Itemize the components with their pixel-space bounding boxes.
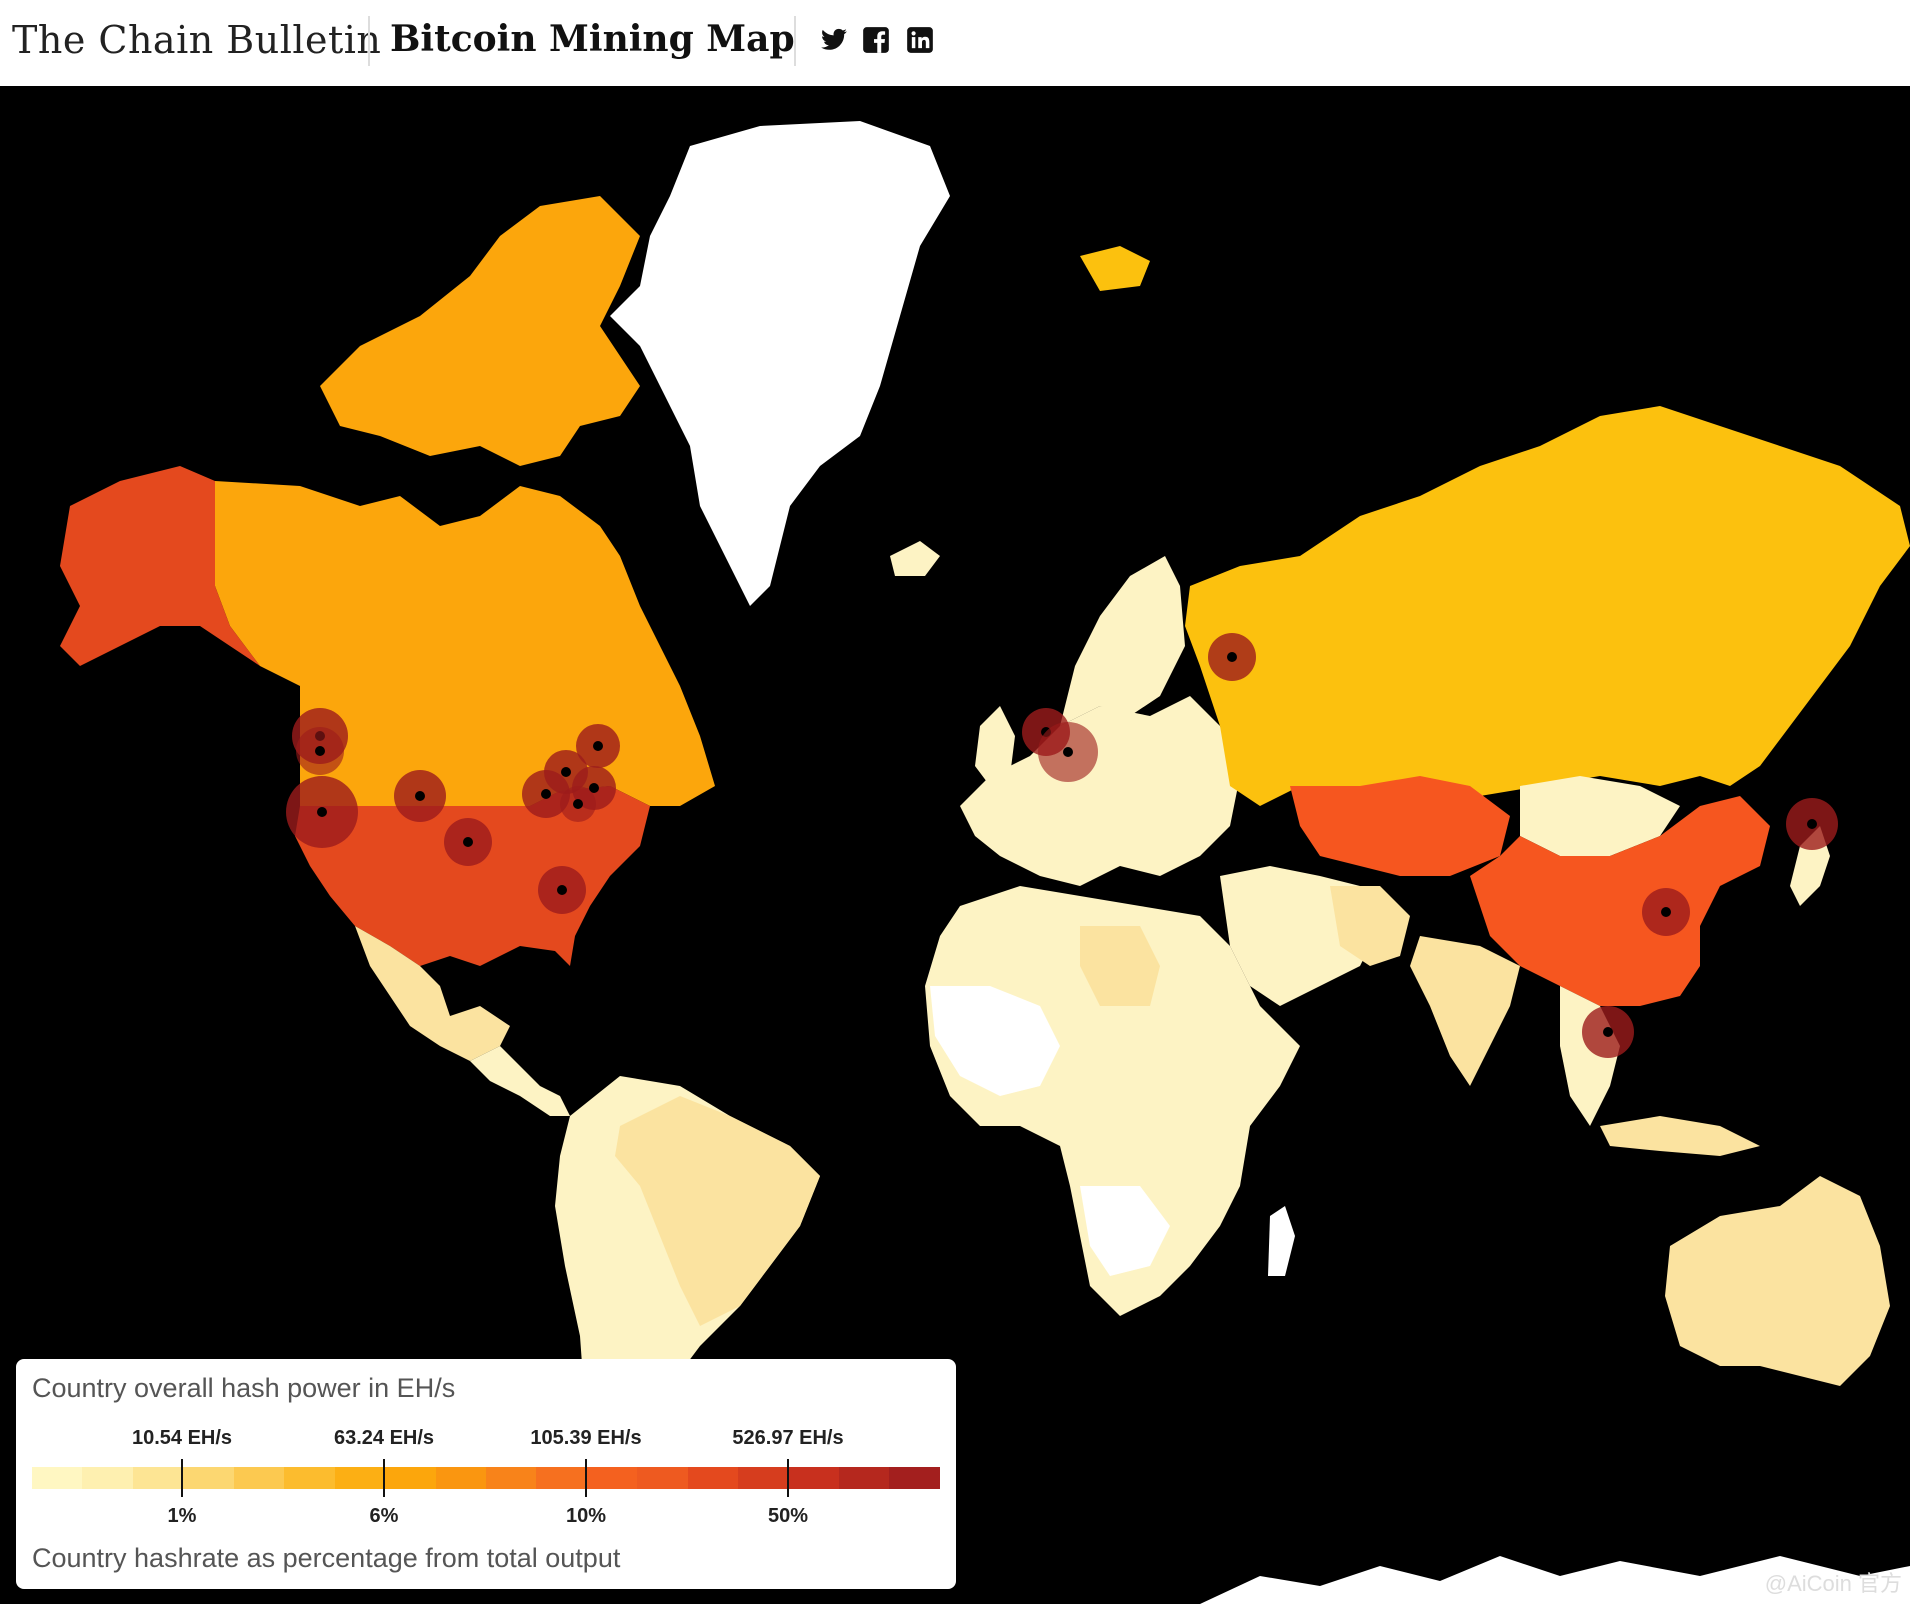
- region-iceland[interactable]: [890, 541, 940, 576]
- page-title: Bitcoin Mining Map: [390, 18, 795, 60]
- map-canvas[interactable]: [0, 86, 1910, 1604]
- hotspot-germany[interactable]: [1038, 722, 1098, 782]
- region-libya[interactable]: [1080, 926, 1160, 1006]
- legend-tick-line: [787, 1459, 789, 1497]
- legend-tick-eh: 10.54 EH/s: [131, 1427, 233, 1449]
- legend-color-step: [32, 1467, 83, 1489]
- region-alaska[interactable]: [60, 466, 260, 666]
- legend-title: Country overall hash power in EH/s: [32, 1373, 456, 1403]
- legend-color-step: [183, 1467, 234, 1489]
- region-scandinavia[interactable]: [1060, 556, 1185, 726]
- legend-tick-eh: 63.24 EH/s: [333, 1427, 435, 1449]
- hotspot-texas[interactable]: [444, 818, 492, 866]
- legend-tick-pct: 10%: [565, 1505, 607, 1527]
- region-central-africa[interactable]: [930, 986, 1060, 1096]
- legend-color-step: [536, 1467, 587, 1489]
- twitter-icon[interactable]: [818, 24, 850, 56]
- brand-logo[interactable]: The Chain Bulletin: [12, 18, 382, 62]
- region-southern-africa[interactable]: [1080, 1186, 1170, 1276]
- region-mongolia[interactable]: [1520, 776, 1680, 856]
- divider: [368, 16, 370, 66]
- legend-color-step: [637, 1467, 688, 1489]
- region-canada-islands[interactable]: [320, 196, 640, 466]
- region-indonesia[interactable]: [1600, 1116, 1760, 1156]
- legend-tick-pct: 6%: [369, 1505, 399, 1527]
- hotspot-malaysia[interactable]: [1582, 1006, 1634, 1058]
- legend-tick-pct: 50%: [767, 1505, 809, 1527]
- legend-color-step: [82, 1467, 133, 1489]
- region-australia[interactable]: [1665, 1176, 1890, 1386]
- legend-color-step: [889, 1467, 940, 1489]
- region-iran[interactable]: [1330, 886, 1410, 966]
- legend-color-step: [233, 1467, 285, 1489]
- region-brazil[interactable]: [615, 1096, 820, 1326]
- hotspot-florida[interactable]: [538, 866, 586, 914]
- region-kazakhstan[interactable]: [1290, 776, 1510, 876]
- region-europe[interactable]: [960, 696, 1240, 886]
- hotspot-newyork[interactable]: [576, 724, 620, 768]
- region-africa[interactable]: [925, 886, 1300, 1316]
- top-bar: The Chain Bulletin Bitcoin Mining Map: [0, 0, 1910, 86]
- region-china[interactable]: [1470, 796, 1770, 1006]
- linkedin-icon[interactable]: [904, 24, 936, 56]
- hotspot-layer: [286, 633, 1838, 1058]
- world-map[interactable]: [0, 86, 1910, 1604]
- legend-color-scale: [32, 1467, 940, 1489]
- legend-color-step: [385, 1467, 436, 1489]
- legend-subtitle: Country hashrate as percentage from tota…: [32, 1543, 621, 1573]
- divider: [794, 16, 796, 66]
- legend-color-step: [687, 1467, 739, 1489]
- legend-color-step: [435, 1467, 486, 1489]
- legend-tick-line: [585, 1459, 587, 1497]
- map-legend: Country overall hash power in EH/s 10.54…: [16, 1359, 956, 1589]
- legend-color-step: [738, 1467, 789, 1489]
- hotspot-hongkong[interactable]: [1642, 888, 1690, 936]
- region-uk[interactable]: [975, 706, 1015, 786]
- region-usa[interactable]: [295, 786, 650, 966]
- legend-tick-eh: 526.97 EH/s: [732, 1427, 844, 1449]
- legend-color-step: [485, 1467, 537, 1489]
- region-mexico[interactable]: [355, 926, 510, 1061]
- watermark: @AiCoin 官方: [1764, 1571, 1902, 1596]
- hotspot-japan[interactable]: [1786, 798, 1838, 850]
- legend-color-step: [284, 1467, 335, 1489]
- region-russia[interactable]: [1185, 406, 1910, 806]
- legend-tick-line: [181, 1459, 183, 1497]
- hotspot-oregon[interactable]: [296, 727, 344, 775]
- legend-color-step: [334, 1467, 386, 1489]
- hotspot-russia[interactable]: [1208, 633, 1256, 681]
- region-madagascar[interactable]: [1268, 1206, 1295, 1276]
- legend-tick-eh: 105.39 EH/s: [530, 1427, 642, 1449]
- region-central-america[interactable]: [470, 1046, 570, 1116]
- legend-color-step: [839, 1467, 890, 1489]
- legend-tick-line: [383, 1459, 385, 1497]
- region-india[interactable]: [1410, 936, 1520, 1086]
- legend-color-step: [132, 1467, 184, 1489]
- hotspot-colorado[interactable]: [394, 770, 446, 822]
- region-antarctica[interactable]: [1200, 1556, 1910, 1604]
- legend-color-step: [788, 1467, 839, 1489]
- region-greenland[interactable]: [610, 121, 950, 606]
- legend-tick-pct: 1%: [167, 1505, 197, 1527]
- legend-color-step: [586, 1467, 638, 1489]
- facebook-icon[interactable]: [860, 24, 892, 56]
- hotspot-georgia[interactable]: [560, 786, 596, 822]
- hotspot-california[interactable]: [286, 776, 358, 848]
- region-svalbard[interactable]: [1080, 246, 1150, 291]
